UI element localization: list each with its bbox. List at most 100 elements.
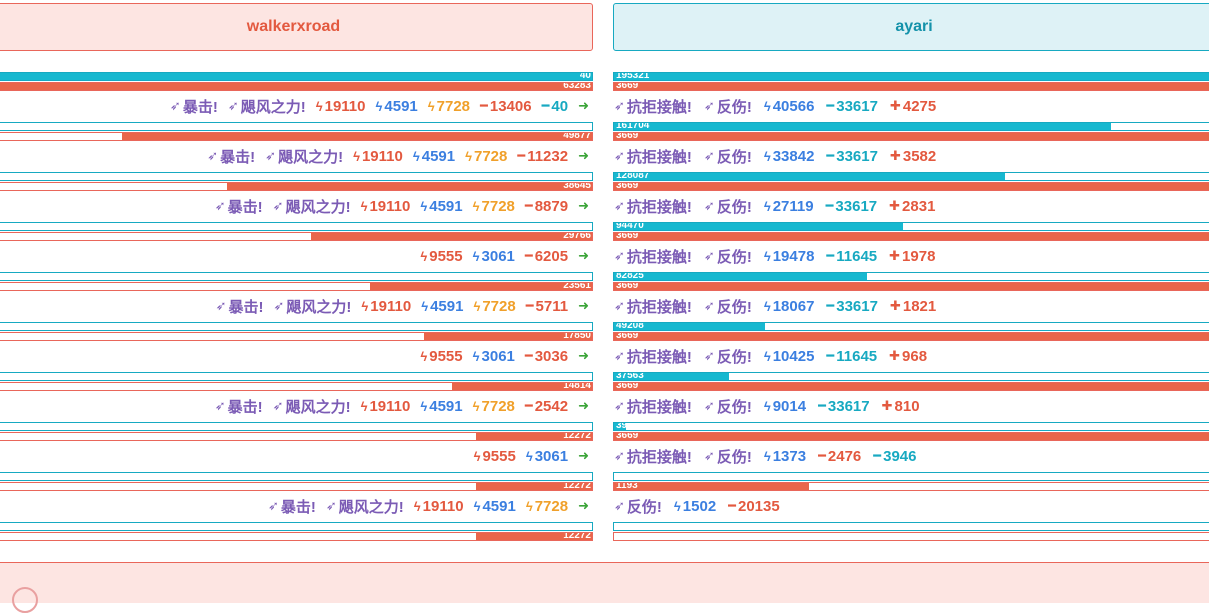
bar-fill xyxy=(121,133,592,140)
stat-value: 3582 xyxy=(902,147,937,165)
plus-icon: ✚ xyxy=(889,248,901,263)
minus-icon: ━ xyxy=(826,98,835,113)
stat-token: ➶ 抗拒接触! xyxy=(614,96,692,117)
arrow-skill-icon: ➶ xyxy=(614,98,625,113)
stat-token: ✚ 1978 xyxy=(889,248,935,265)
minus-icon: ━ xyxy=(541,98,550,113)
player-name-left: walkerxroad xyxy=(246,18,341,35)
bar-fill xyxy=(423,333,592,340)
stat-token: ➶ 反伤! xyxy=(704,346,752,367)
stat-token: ➶ 抗拒接触! xyxy=(614,146,692,167)
arrow-right-icon: ➜ xyxy=(578,248,589,263)
right-hp-bar: 3669 xyxy=(613,382,1209,391)
stat-value: 3061 xyxy=(481,347,515,365)
stat-token: ━ 33617 xyxy=(826,148,878,165)
bar-fill xyxy=(614,183,1209,190)
bar-fill xyxy=(614,73,1209,80)
arrow-right-icon: ➜ xyxy=(578,398,589,413)
stat-value: 19110 xyxy=(324,97,366,115)
lightning-icon: ϟ xyxy=(763,198,771,214)
stat-value: 暴击! xyxy=(228,298,264,316)
stat-value: 抗拒接触! xyxy=(626,198,692,216)
stat-token: ϟ 3061 xyxy=(473,248,515,265)
stat-value: 5711 xyxy=(535,297,569,315)
bar-value: 14814 xyxy=(563,382,591,391)
stat-token: ➶ 暴击! xyxy=(215,396,263,417)
left-action-line: ϟ 9555 ϟ 3061 ➜ xyxy=(464,445,591,467)
left-hp-bar: 14814 xyxy=(0,382,593,391)
stat-token: ━ 33617 xyxy=(826,98,878,115)
bar-value: 3669 xyxy=(616,432,639,441)
bar-value: 17850 xyxy=(563,332,591,341)
lightning-icon: ϟ xyxy=(473,298,481,314)
bar-value: 3669 xyxy=(616,382,639,391)
left-shield-bar xyxy=(0,172,593,181)
bar-value: 161704 xyxy=(616,122,650,131)
left-hp-bar: 38645 xyxy=(0,182,593,191)
stat-token: ➶ 飓风之力! xyxy=(273,196,351,217)
plus-icon: ✚ xyxy=(881,398,893,413)
right-hp-bar: 3669 xyxy=(613,132,1209,141)
stat-token: ━ 33617 xyxy=(826,198,878,215)
bar-value: 38645 xyxy=(563,182,591,191)
bar-fill xyxy=(614,83,1209,90)
bar-fill xyxy=(614,423,626,430)
minus-icon: ━ xyxy=(524,248,533,263)
stat-value: 33617 xyxy=(835,197,878,215)
stat-token: ϟ 9555 xyxy=(420,248,462,265)
stat-token: ➶ 暴击! xyxy=(268,496,316,517)
stat-value: 4591 xyxy=(384,97,418,115)
stat-value: 飓风之力! xyxy=(285,398,351,416)
stat-token: ϟ 9014 xyxy=(764,398,806,415)
left-action-line: ➶ 暴击! ➶ 飓风之力! ϟ 19110 ϟ 4591 ϟ 7728 ━ 11232 ➜ xyxy=(197,145,591,167)
stat-value: 暴击! xyxy=(280,498,316,516)
minus-icon: ━ xyxy=(524,198,533,213)
arrow-skill-icon: ➶ xyxy=(703,198,715,213)
stat-value: 反伤! xyxy=(716,248,752,266)
bar-value: 3669 xyxy=(616,82,639,91)
arrow-skill-icon: ➶ xyxy=(325,498,337,513)
minus-icon: ━ xyxy=(818,398,826,413)
stat-token: ━ 40 xyxy=(542,98,569,115)
stat-token: ϟ 3061 xyxy=(473,348,515,365)
bar-fill xyxy=(614,373,730,380)
arrow-right-icon: ➜ xyxy=(578,98,589,113)
right-shield-bar: 37563 xyxy=(613,372,1209,381)
stat-value: 1502 xyxy=(682,497,717,515)
lightning-icon: ϟ xyxy=(427,98,435,114)
minus-icon: ━ xyxy=(517,148,526,163)
stat-value: 飓风之力! xyxy=(278,148,344,166)
arrow-skill-icon: ➶ xyxy=(614,498,625,513)
stat-value: 19110 xyxy=(369,397,411,415)
bar-fill xyxy=(227,183,592,190)
stat-value: 飓风之力! xyxy=(285,198,351,216)
stat-token: ✚ 810 xyxy=(882,398,920,415)
stat-token: ➜ xyxy=(578,348,591,364)
stat-token: ➶ 反伤! xyxy=(704,396,752,417)
bar-fill xyxy=(614,233,1209,240)
plus-icon: ✚ xyxy=(889,148,901,163)
left-action-line: ➶ 暴击! ➶ 飓风之力! ϟ 19110 ϟ 4591 ϟ 7728 ━ 5711 ➜ xyxy=(206,295,591,317)
stat-value: 反伤! xyxy=(716,198,752,216)
stat-token: ϟ 19110 xyxy=(361,298,411,315)
stat-value: 8879 xyxy=(534,197,569,215)
stat-value: 抗拒接触! xyxy=(626,298,692,316)
left-hp-bar: 63283 xyxy=(0,82,593,91)
stat-value: 20135 xyxy=(738,497,780,515)
lightning-icon: ϟ xyxy=(763,148,771,164)
left-action-line: ϟ 9555 ϟ 3061 ━ 3036 ➜ xyxy=(410,345,591,367)
minus-icon: ━ xyxy=(728,498,736,513)
lightning-icon: ϟ xyxy=(413,498,421,514)
stat-token: ➜ xyxy=(578,398,591,414)
bar-fill xyxy=(614,483,809,490)
left-shield-bar xyxy=(0,122,593,131)
arrow-skill-icon: ➶ xyxy=(614,248,625,263)
stat-token: ➶ 暴击! xyxy=(170,96,218,117)
stat-token: ➶ 反伤! xyxy=(704,96,752,117)
stat-token: ϟ 7728 xyxy=(473,198,515,215)
stat-value: 33842 xyxy=(772,147,815,165)
right-shield-bar: 128087 xyxy=(613,172,1209,181)
bar-value: 128087 xyxy=(616,172,650,181)
minus-icon: ━ xyxy=(818,448,826,463)
stat-value: 11645 xyxy=(836,347,878,365)
